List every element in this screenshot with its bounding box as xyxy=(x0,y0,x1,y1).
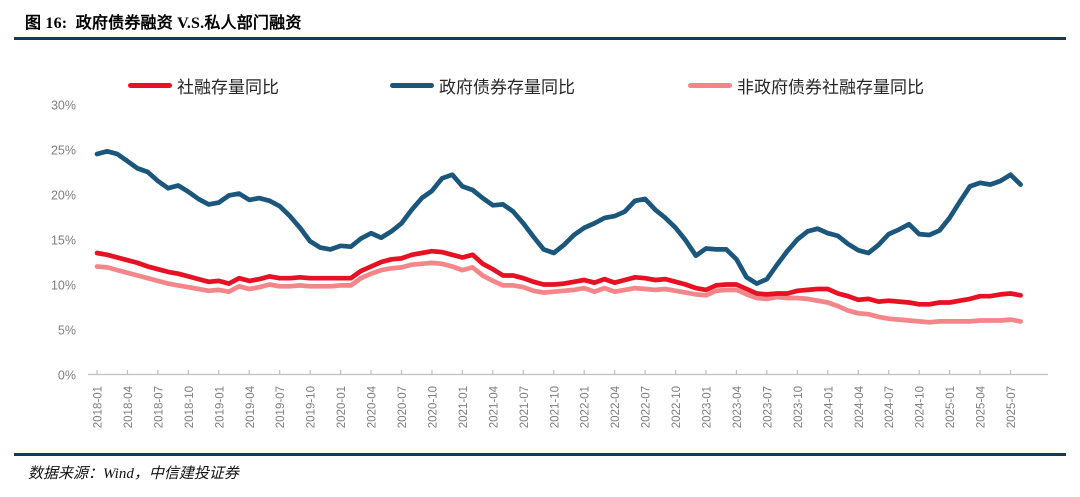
svg-text:2021-10: 2021-10 xyxy=(549,386,561,428)
svg-text:15%: 15% xyxy=(51,234,76,248)
svg-text:2025-01: 2025-01 xyxy=(945,386,957,428)
svg-text:2018-01: 2018-01 xyxy=(93,386,105,428)
data-source-note: 数据来源：Wind，中信建投证券 xyxy=(28,466,239,482)
svg-text:2021-07: 2021-07 xyxy=(519,386,531,428)
svg-text:2023-01: 2023-01 xyxy=(702,386,714,428)
svg-text:2018-07: 2018-07 xyxy=(153,386,165,428)
legend-swatch-pink xyxy=(688,83,732,88)
svg-text:2020-04: 2020-04 xyxy=(367,385,379,428)
legend-swatch-blue xyxy=(390,83,434,88)
svg-text:5%: 5% xyxy=(58,324,76,338)
bottom-divider-rule xyxy=(14,453,1066,456)
svg-text:2019-01: 2019-01 xyxy=(214,386,226,428)
svg-text:2024-04: 2024-04 xyxy=(854,385,866,428)
series-line-2 xyxy=(94,260,1023,325)
legend-item-shr: 社融存量同比 xyxy=(128,73,279,98)
legend-swatch-red xyxy=(128,83,172,88)
svg-text:2023-10: 2023-10 xyxy=(793,386,805,428)
svg-text:20%: 20% xyxy=(51,189,76,203)
svg-text:2022-07: 2022-07 xyxy=(641,386,653,428)
legend-item-nongov: 非政府债券社融存量同比 xyxy=(688,73,924,98)
series-line-1 xyxy=(94,148,1023,286)
top-divider-rule xyxy=(14,37,1066,40)
svg-text:10%: 10% xyxy=(51,279,76,293)
legend-item-govbond: 政府债券存量同比 xyxy=(390,73,575,98)
svg-text:2020-10: 2020-10 xyxy=(427,386,439,428)
svg-text:2024-10: 2024-10 xyxy=(915,386,927,428)
svg-text:2019-07: 2019-07 xyxy=(275,386,287,428)
svg-text:2021-01: 2021-01 xyxy=(458,386,470,428)
svg-text:2020-07: 2020-07 xyxy=(397,386,409,428)
legend-label: 社融存量同比 xyxy=(177,78,279,97)
svg-text:2018-04: 2018-04 xyxy=(123,385,135,428)
svg-text:2023-07: 2023-07 xyxy=(762,386,774,428)
svg-text:2022-04: 2022-04 xyxy=(610,385,622,428)
svg-text:2020-01: 2020-01 xyxy=(336,386,348,428)
figure-title: 图 16: 政府债券融资 V.S.私人部门融资 xyxy=(25,15,302,32)
svg-text:2022-01: 2022-01 xyxy=(580,386,592,428)
y-axis-labels: 0% 5% 10% 15% 20% 25% 30% xyxy=(51,99,76,383)
svg-text:25%: 25% xyxy=(51,144,76,158)
svg-text:2022-10: 2022-10 xyxy=(671,386,683,428)
svg-text:2019-04: 2019-04 xyxy=(245,385,257,428)
legend-label: 政府债券存量同比 xyxy=(439,78,575,97)
svg-text:2025-07: 2025-07 xyxy=(1006,386,1018,428)
series-line-0 xyxy=(94,248,1023,307)
svg-text:2024-01: 2024-01 xyxy=(823,386,835,428)
svg-text:2019-10: 2019-10 xyxy=(306,386,318,428)
svg-text:2018-10: 2018-10 xyxy=(184,386,196,428)
svg-text:2021-04: 2021-04 xyxy=(488,385,500,428)
svg-text:2025-04: 2025-04 xyxy=(976,385,988,428)
svg-text:0%: 0% xyxy=(58,369,76,383)
legend-label: 非政府债券社融存量同比 xyxy=(737,78,924,97)
svg-text:2024-07: 2024-07 xyxy=(884,386,896,428)
svg-text:2023-04: 2023-04 xyxy=(732,385,744,428)
x-axis: 2018-01 2018-04 2018-07 2018-10 2019-01 2019-… xyxy=(88,370,1048,428)
svg-text:30%: 30% xyxy=(51,99,76,113)
